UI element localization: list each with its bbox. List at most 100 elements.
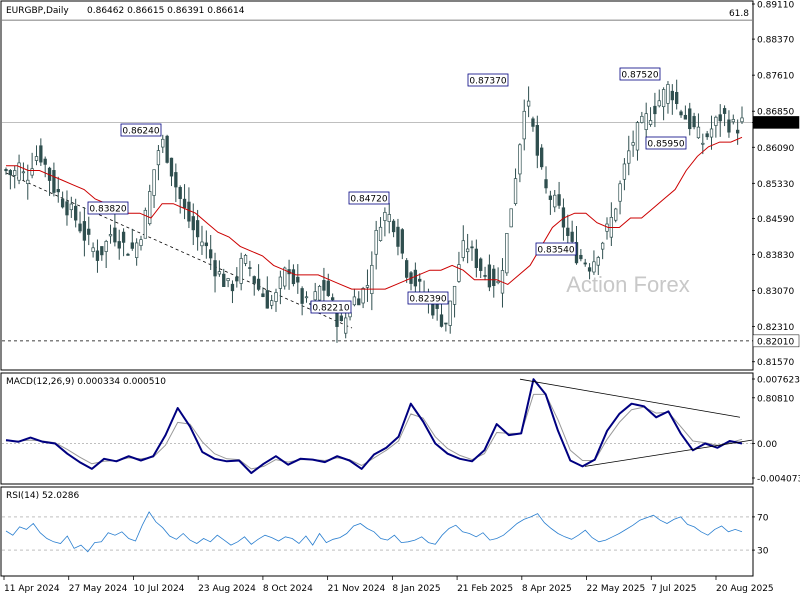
macd-line [5,378,743,475]
candle-body [252,276,256,284]
candle-body [531,118,535,127]
candle-body [134,242,139,258]
candle-body [26,179,30,184]
candle-body [496,280,500,284]
candle-body [435,303,439,309]
candle-body [256,278,261,290]
candle-body [304,296,309,299]
price-annotation: 0.84720 [350,195,387,205]
current-price-label: 0.86614 [757,119,794,129]
candle-body [65,201,69,216]
candle-body [239,258,243,284]
x-axis-label: 23 Aug 2024 [198,584,256,594]
candle-body [191,216,195,231]
candle-body [213,260,217,277]
price-annotation: 0.87370 [469,77,506,87]
candle-body [544,179,548,189]
current-price-label-box [752,116,800,129]
candle-body [692,116,696,128]
price-tick-label: 0.83070 [757,287,794,297]
candle-body [283,267,287,287]
price-tick-label: 0.81570 [757,358,794,368]
rsi-title: RSI(14) 52.0286 [6,491,79,501]
candle-body [322,280,326,291]
candle-body [261,293,265,297]
candle-body [457,264,461,282]
candle-body [727,119,731,133]
candle-body [391,220,396,233]
candle-body [614,208,618,221]
candle-body [357,298,361,306]
fib-label: 61.8 [729,9,749,19]
x-axis-label: 21 Nov 2024 [328,584,386,594]
price-annotation-box [407,291,449,305]
candle-body [13,170,17,176]
x-axis-label: 22 May 2025 [587,584,646,594]
price-tick-label: 0.86850 [757,108,794,118]
candle-body [370,264,374,294]
candle-body [4,169,8,172]
candle-body [661,89,666,108]
candle-body [174,172,178,188]
rsi-panel [0,486,754,577]
candle-body [592,261,596,273]
candle-body [627,150,631,164]
candle-body [444,322,448,325]
candle-body [666,84,670,104]
candle-body [69,203,73,211]
candle-body [387,214,391,222]
candle-body [718,114,722,122]
candle-body [479,258,483,271]
candle-body [113,227,117,243]
candle-body [222,273,226,287]
candle-body [714,116,718,126]
candle-body [8,170,13,176]
candle-body [78,223,82,232]
candle-body [361,288,365,304]
candle-body [248,267,252,269]
price-panel [0,0,754,371]
price-annotation-box [120,123,162,137]
candle-body [518,144,522,175]
macd-title: MACD(12,26,9) 0.000334 0.000510 [6,377,166,387]
candle-body [635,122,640,151]
candle-body [169,157,174,177]
candle-body [56,189,60,193]
candle-body [483,275,487,277]
candle-body [513,178,518,204]
candle-body [461,240,465,258]
candle-body [396,226,400,247]
candle-body [553,194,557,208]
candle-body [278,276,283,289]
candle-body [579,254,583,260]
price-annotation-box [467,73,509,87]
candle-body [731,119,735,123]
candle-body [587,267,592,272]
candle-body [653,105,657,115]
candle-body [452,285,457,305]
candle-body [91,247,95,252]
candle-body [696,126,701,139]
candle-body [121,231,126,243]
price-annotation-box [87,201,129,215]
macd-tick-label: 0.00 [757,440,777,450]
candle-body [657,100,661,107]
candle-body [413,269,418,287]
x-axis-label: 11 Apr 2024 [4,584,60,594]
candle-body [540,147,544,168]
price-tick-label: 0.83830 [757,251,794,261]
price-tick-label: 0.84590 [757,215,794,225]
candle-body [104,241,108,252]
candle-body [226,278,230,282]
candle-body [139,239,143,246]
price-tick-label: 0.80810 [757,394,794,404]
price-annotation: 0.83540 [537,246,574,256]
support-level-label: 0.82010 [757,337,794,347]
watermark: Action Forex [566,272,690,297]
candle-body [439,314,444,327]
candle-body [470,246,474,249]
price-annotation-box [619,67,661,81]
candle-body [583,262,587,265]
candle-body [474,248,478,268]
candle-body [683,114,688,120]
